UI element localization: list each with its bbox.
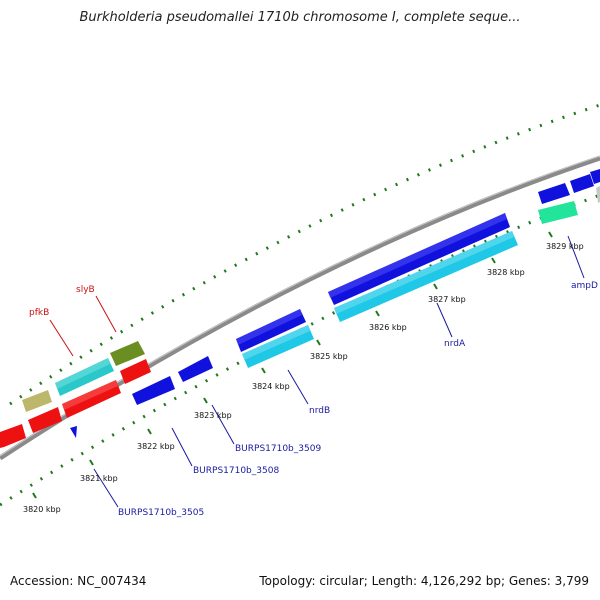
accession-text: Accession: NC_007434	[10, 574, 147, 588]
outer-tick-track	[9, 103, 600, 406]
kbp-label-3826: 3826 kbp	[369, 323, 407, 332]
gene-shading	[55, 213, 514, 410]
inner-genes	[0, 186, 600, 448]
kbp-label-3824: 3824 kbp	[252, 382, 290, 391]
gene-blue-small-b	[570, 174, 594, 193]
gene-red-b	[28, 407, 62, 433]
gene-label-nrdB[interactable]: nrdB	[309, 406, 330, 416]
kbp-label-3825: 3825 kbp	[310, 352, 348, 361]
gene-khaki	[22, 390, 52, 412]
gene-blue-small-c	[590, 169, 600, 184]
gene-blue-3508	[178, 356, 213, 382]
major-ticks	[32, 231, 553, 499]
genome-summary-text: Topology: circular; Length: 4,126,292 bp…	[259, 574, 589, 588]
chromosome-backbone	[0, 155, 600, 461]
label-leaders	[49, 235, 585, 508]
scale-labels: 3820 kbp 3821 kbp 3822 kbp 3823 kbp 3824…	[23, 242, 584, 514]
kbp-label-3822: 3822 kbp	[137, 442, 175, 451]
gene-label-nrdA[interactable]: nrdA	[444, 339, 466, 349]
chromosome-backbone-highlight	[0, 155, 600, 457]
gene-gray-edge	[596, 186, 600, 203]
gene-labels[interactable]: pfkB slyB nrdB nrdA ampD BURPS1710b_3505…	[29, 281, 598, 518]
gene-blue-3505	[132, 376, 175, 405]
outer-genes	[22, 169, 600, 412]
gene-label-ampD[interactable]: ampD	[571, 281, 598, 291]
map-title: Burkholderia pseudomallei 1710b chromoso…	[79, 10, 521, 25]
gene-green-ampD	[538, 201, 578, 224]
kbp-label-3828: 3828 kbp	[487, 268, 525, 277]
kbp-label-3829: 3829 kbp	[546, 242, 584, 251]
gene-label-pfkB[interactable]: pfkB	[29, 308, 49, 318]
kbp-label-3823: 3823 kbp	[194, 411, 232, 420]
gene-label-BURPS1710b_3509[interactable]: BURPS1710b_3509	[235, 444, 321, 454]
gene-red-d	[120, 359, 151, 384]
gene-label-BURPS1710b_3505[interactable]: BURPS1710b_3505	[118, 508, 204, 518]
kbp-label-3827: 3827 kbp	[428, 295, 466, 304]
gene-blue-arrow	[70, 426, 77, 438]
gene-label-BURPS1710b_3508[interactable]: BURPS1710b_3508	[193, 466, 279, 476]
kbp-label-3821: 3821 kbp	[80, 474, 118, 483]
gene-blue-small-a	[538, 183, 570, 204]
gene-red-a	[0, 424, 26, 448]
gene-label-slyB[interactable]: slyB	[76, 285, 95, 295]
kbp-label-3820: 3820 kbp	[23, 505, 61, 514]
gene-olive-slyB	[110, 341, 145, 366]
